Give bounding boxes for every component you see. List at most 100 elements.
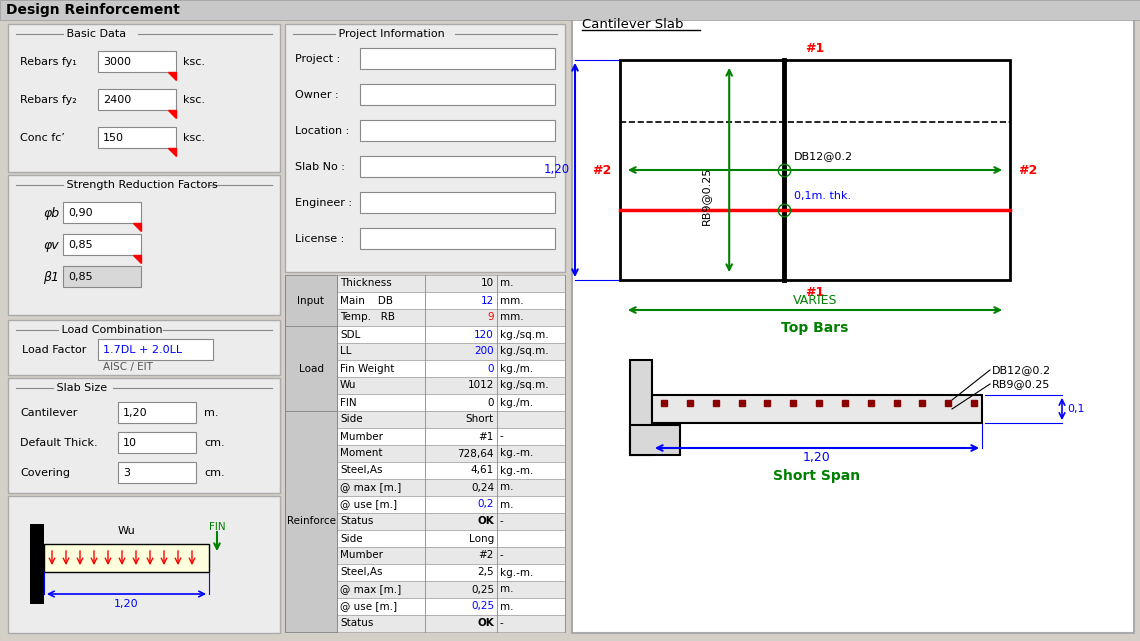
Bar [98, 127, 176, 148]
Text: Project :: Project : [295, 54, 340, 64]
Text: Slab Size: Slab Size [52, 383, 111, 393]
Text: 1.7DL + 2.0LL: 1.7DL + 2.0LL [103, 345, 182, 355]
Text: AISC / EIT: AISC / EIT [103, 362, 153, 372]
Text: Design Reinforcement: Design Reinforcement [6, 3, 180, 17]
Bar [360, 156, 555, 177]
Text: Load Combination: Load Combination [58, 325, 166, 335]
Text: Owner :: Owner : [295, 90, 339, 100]
Text: kg.-m.: kg.-m. [500, 465, 534, 476]
Bar [8, 175, 280, 315]
Text: 0,85: 0,85 [68, 240, 92, 250]
Polygon shape [133, 255, 141, 263]
Bar [285, 462, 565, 479]
Text: SDL: SDL [340, 329, 360, 340]
Bar [620, 60, 1010, 280]
Text: Project Information: Project Information [335, 29, 448, 39]
Bar [8, 496, 280, 633]
Text: Covering: Covering [21, 468, 70, 478]
Text: 3: 3 [123, 468, 130, 478]
Text: 10: 10 [123, 438, 137, 448]
Text: 3000: 3000 [103, 57, 131, 67]
Bar [63, 266, 141, 287]
Text: 150: 150 [103, 133, 124, 143]
Text: Steel,As: Steel,As [340, 567, 383, 578]
Text: OK: OK [478, 619, 494, 628]
Bar [30, 524, 44, 604]
Text: kg./m.: kg./m. [500, 363, 534, 374]
Text: 1012: 1012 [467, 381, 494, 390]
Text: kg./sq.m.: kg./sq.m. [500, 381, 548, 390]
Text: OK: OK [478, 517, 494, 526]
Bar [285, 326, 565, 343]
Bar [8, 24, 280, 172]
Text: 0,1: 0,1 [1067, 404, 1084, 414]
Text: 0,24: 0,24 [471, 483, 494, 492]
Text: Mumber: Mumber [340, 551, 383, 560]
Text: Moment: Moment [340, 449, 383, 458]
Bar [285, 292, 565, 309]
Polygon shape [168, 148, 176, 156]
Bar [285, 411, 337, 632]
Text: #2: #2 [479, 551, 494, 560]
Text: License :: License : [295, 234, 344, 244]
Text: Temp.   RB: Temp. RB [340, 313, 394, 322]
Text: Status: Status [340, 517, 374, 526]
Bar [285, 530, 565, 547]
Text: β1: β1 [43, 271, 59, 283]
Bar [360, 84, 555, 105]
Bar [44, 544, 209, 572]
Text: Default Thick.: Default Thick. [21, 438, 98, 448]
Text: Wu: Wu [340, 381, 357, 390]
Bar [8, 378, 280, 493]
Text: 0,90: 0,90 [68, 208, 92, 218]
Text: kg.-m.: kg.-m. [500, 449, 534, 458]
Bar [360, 228, 555, 249]
Text: m.: m. [500, 601, 513, 612]
Polygon shape [133, 223, 141, 231]
Bar [285, 377, 565, 394]
Text: Wu: Wu [117, 526, 136, 536]
Text: 0,1m. thk.: 0,1m. thk. [793, 190, 850, 201]
Text: m.: m. [204, 408, 219, 418]
Text: Strength Reduction Factors: Strength Reduction Factors [63, 180, 221, 190]
Text: Status: Status [340, 619, 374, 628]
Bar [285, 275, 565, 292]
Text: ksc.: ksc. [184, 95, 205, 105]
Text: ksc.: ksc. [184, 57, 205, 67]
Text: Load Factor: Load Factor [22, 345, 87, 355]
Text: Slab No :: Slab No : [295, 162, 345, 172]
Text: cm.: cm. [204, 438, 225, 448]
Text: Main    DB: Main DB [340, 296, 393, 306]
Text: LL: LL [340, 347, 351, 356]
Text: @ use [m.]: @ use [m.] [340, 601, 397, 612]
Bar [285, 394, 565, 411]
Text: 4,61: 4,61 [471, 465, 494, 476]
Text: 9: 9 [488, 313, 494, 322]
Text: φv: φv [43, 238, 58, 251]
Bar [285, 326, 337, 411]
Bar [285, 598, 565, 615]
Text: @ max [m.]: @ max [m.] [340, 483, 401, 492]
Bar [285, 615, 565, 632]
Bar [285, 445, 565, 462]
Text: 0,85: 0,85 [68, 272, 92, 282]
Text: VARIES: VARIES [792, 294, 837, 306]
Bar [285, 309, 565, 326]
Text: RB9@0.25: RB9@0.25 [701, 167, 711, 225]
Bar [285, 547, 565, 564]
Text: Mumber: Mumber [340, 431, 383, 442]
Text: m.: m. [500, 585, 513, 594]
Text: -: - [500, 431, 504, 442]
Bar [285, 343, 565, 360]
Text: 0: 0 [488, 397, 494, 408]
Text: kg./sq.m.: kg./sq.m. [500, 347, 548, 356]
Text: 1,20: 1,20 [123, 408, 147, 418]
Bar [630, 425, 679, 455]
Text: m.: m. [500, 278, 513, 288]
Text: 0,2: 0,2 [478, 499, 494, 510]
Text: cm.: cm. [204, 468, 225, 478]
Text: -: - [500, 517, 504, 526]
Bar [285, 24, 565, 272]
Text: FIN: FIN [340, 397, 357, 408]
Bar [360, 192, 555, 213]
